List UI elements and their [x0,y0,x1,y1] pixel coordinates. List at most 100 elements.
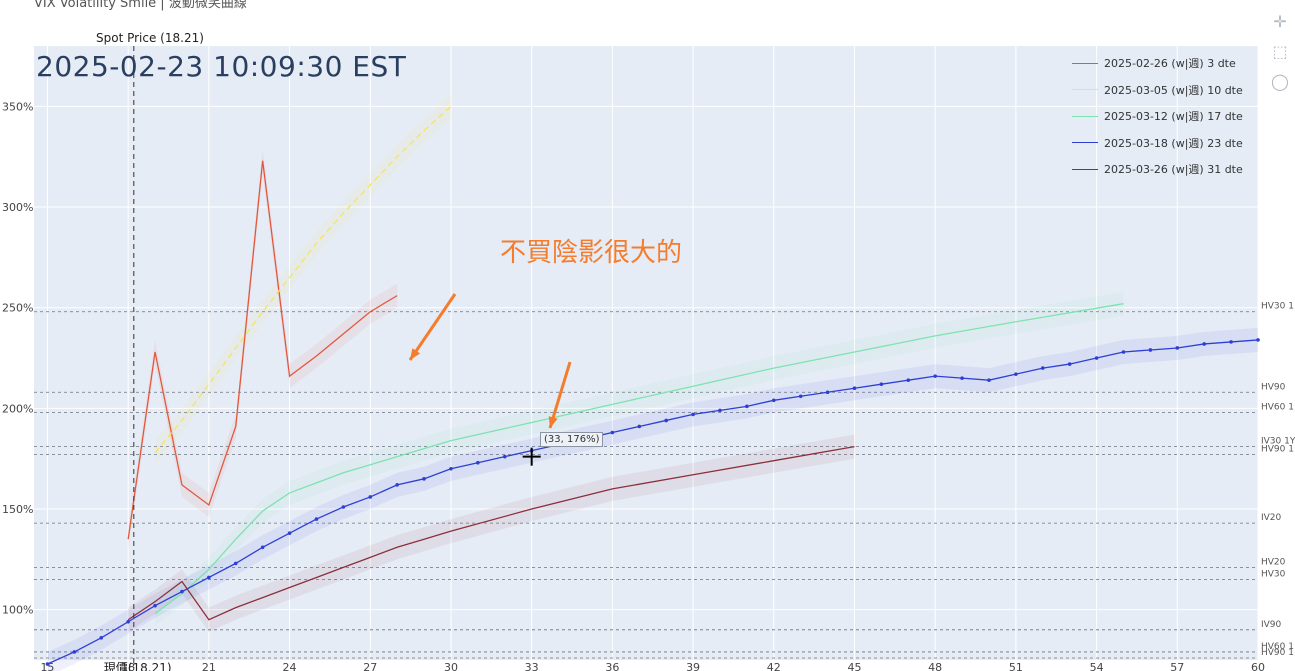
series-band [47,327,1258,671]
x-tick-label: 18 [121,661,135,671]
annotation-arrowhead [410,348,421,360]
series-band [155,291,1124,626]
data-point [771,398,776,403]
annotation-text: 不買陰影很大的 [500,238,683,268]
reference-line-label: HV30 1 [1261,302,1294,312]
y-tick-label: 200% [2,402,33,415]
x-tick-label: 27 [363,661,377,671]
data-point [449,466,453,471]
legend-label: 2025-03-05 (w|週) 10 dte [1104,83,1243,97]
data-point [664,418,668,423]
data-point [1040,366,1045,370]
data-point [1175,346,1180,350]
legend-item[interactable]: 2025-03-12 (w|週) 17 dte [1072,103,1243,130]
box-select-icon[interactable]: ⬚ [1272,42,1288,61]
hover-tooltip: (33, 176%) [540,432,604,447]
data-point [260,545,265,550]
legend-item[interactable]: 2025-02-26 (w|週) 3 dte [1072,50,1243,77]
reference-line-label: HV60 1 [1261,402,1294,412]
data-point [1067,362,1072,366]
data-point [368,495,373,499]
reference-line-label: HV90 [1261,382,1286,392]
data-point [637,424,642,429]
data-point [1229,340,1233,344]
legend-swatch [1072,62,1098,64]
series-line [127,445,855,621]
reference-line-label: HV30 [1261,569,1286,579]
chart-title: VIX Volatility Smile | 波動微笑曲線 [34,0,247,11]
data-point [99,636,104,640]
series-band [155,94,451,465]
y-tick-label: 250% [2,302,33,315]
x-tick-label: 54 [1090,661,1104,671]
data-point [341,505,346,509]
timestamp: 2025-02-23 10:09:30 EST [36,50,407,83]
x-tick-label: 36 [605,661,619,671]
data-point [502,454,507,459]
reference-line-label: IV30 1Y [1261,437,1295,447]
data-point [987,378,991,382]
x-tick-label: 57 [1170,661,1184,671]
pan-icon[interactable]: ✛ [1273,12,1287,31]
reference-line-label: IV20 [1261,513,1282,523]
x-tick-label: 42 [767,661,781,671]
legend-item[interactable]: 2025-03-05 (w|週) 10 dte [1072,77,1243,104]
legend-label: 2025-03-18 (w|週) 23 dte [1104,136,1243,150]
legend-swatch [1072,115,1098,117]
data-point [45,662,50,666]
spot-price-label: Spot Price (18.21) [96,31,204,45]
y-tick-label: 100% [2,604,33,617]
series-line [127,160,398,540]
data-point [691,412,695,417]
data-point [207,575,211,580]
data-point [852,386,857,391]
modebar: ✛ ⬚ ◯ [1268,12,1292,102]
annotation-arrow [548,361,572,429]
series-line [154,105,452,454]
reference-line-label: HV20 [1261,557,1286,567]
data-point [395,483,399,487]
legend-swatch [1072,142,1098,144]
x-tick-label: 33 [525,661,539,671]
data-point [153,603,157,608]
x-tick-label: 30 [444,661,458,671]
legend: 2025-02-26 (w|週) 3 dte 2025-03-05 (w|週) … [1072,50,1243,183]
data-point [476,460,480,465]
data-point [1014,372,1018,376]
data-point [906,378,911,382]
data-point [422,477,426,481]
data-point [287,531,292,535]
spot-price-bottom-label: 現價(18.21) [104,661,172,671]
legend-swatch [1072,89,1098,91]
data-point [72,650,77,654]
data-point [960,376,964,380]
y-tick-label: 150% [2,503,33,516]
series-line [154,303,1124,615]
x-tick-label: 45 [847,661,861,671]
legend-label: 2025-03-12 (w|週) 17 dte [1104,110,1243,124]
comment-icon[interactable]: ◯ [1271,72,1289,91]
legend-label: 2025-02-26 (w|週) 3 dte [1104,57,1236,71]
x-tick-label: 21 [202,661,216,671]
legend-item[interactable]: 2025-03-18 (w|週) 23 dte [1072,130,1243,157]
data-point [1202,342,1206,346]
legend-item[interactable]: 2025-03-26 (w|週) 31 dte [1072,156,1243,183]
data-point [126,619,130,624]
x-tick-label: 48 [928,661,942,671]
data-point [233,561,238,566]
legend-label: 2025-03-26 (w|週) 31 dte [1104,163,1243,177]
annotation-arrow [408,293,457,361]
reference-line-label: HV60 1 [1261,642,1294,652]
data-point [1094,356,1099,360]
data-point [1148,348,1153,352]
x-tick-label: 39 [686,661,700,671]
reference-line-label: HV90 1 [1261,648,1294,658]
x-tick-label: 60 [1251,661,1265,671]
legend-swatch [1072,168,1098,170]
data-point [1256,338,1260,342]
data-point [933,374,937,378]
x-tick-label: 51 [1009,661,1023,671]
y-tick-label: 300% [2,201,33,214]
data-point [798,394,803,399]
